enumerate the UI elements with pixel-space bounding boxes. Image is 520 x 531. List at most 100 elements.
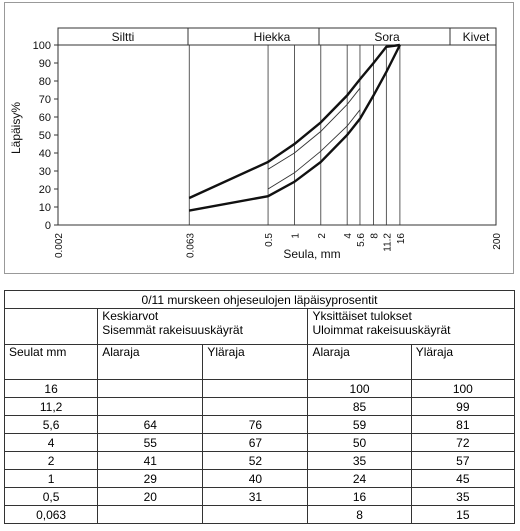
x-axis-label: Seula, mm <box>283 247 340 261</box>
cell <box>3 308 99 345</box>
cell: 35 <box>307 451 412 470</box>
cell: Yläraja <box>410 344 516 380</box>
row: 0,5 20 31 16 35 <box>3 487 516 506</box>
row: 2 41 52 35 57 <box>3 451 516 470</box>
chart-frame <box>4 2 514 274</box>
cell: 41 <box>97 451 204 470</box>
zone-label: Kivet <box>463 30 490 44</box>
cell: 8 <box>307 505 412 524</box>
cell: 85 <box>307 397 412 416</box>
y-tick-label: 90 <box>39 58 51 70</box>
cell: Alaraja <box>97 344 204 380</box>
cell <box>202 505 309 524</box>
y-tick-label: 50 <box>39 130 51 142</box>
x-tick-label: 16 <box>396 233 407 245</box>
cell <box>97 505 204 524</box>
curve <box>189 44 401 212</box>
cell: 11,2 <box>3 397 99 416</box>
cell <box>97 379 204 398</box>
x-tick-label: 2 <box>317 233 328 239</box>
curve <box>267 87 361 170</box>
cell: 24 <box>307 469 412 488</box>
y-tick-label: 70 <box>39 94 51 106</box>
header-row: Seulat mm Alaraja Yläraja Alaraja Yläraja <box>3 344 516 380</box>
table-body: Seulat mm Alaraja Yläraja Alaraja Yläraja 16 1… <box>3 344 516 524</box>
cell: 100 <box>410 379 516 398</box>
cell: 0,063 <box>3 505 99 524</box>
cell: 0,5 <box>3 487 99 506</box>
group-line: Uloimmat rakeisuuskäyrät <box>312 323 451 337</box>
cell <box>202 397 309 416</box>
cell: 59 <box>307 415 412 434</box>
group-line: Yksittäiset tulokset <box>312 309 412 323</box>
chart: Siltti Hiekka Sora Kivet Seula, mm Läpäi… <box>9 27 503 261</box>
cell: Seulat mm <box>3 344 99 380</box>
zone-label: Hiekka <box>254 30 291 44</box>
cell: 72 <box>410 433 516 452</box>
cell: 16 <box>3 379 99 398</box>
x-tick-label: 1 <box>290 233 301 239</box>
group-line: Sisemmät rakeisuuskäyrät <box>102 323 243 337</box>
row: 11,2 85 99 <box>3 397 516 416</box>
cell: 45 <box>410 469 516 488</box>
cell: 31 <box>202 487 309 506</box>
row: 16 100 100 <box>3 379 516 398</box>
zone-label: Sora <box>374 30 400 44</box>
cell: 1 <box>3 469 99 488</box>
x-tick-label: 5.6 <box>356 233 367 247</box>
y-tick-label: 20 <box>39 184 51 196</box>
x-tick-label: 200 <box>492 233 503 250</box>
cell: 15 <box>410 505 516 524</box>
cell: 64 <box>97 415 204 434</box>
table: 0/11 murskeen ohjeseulojen läpäisyprosen… <box>3 290 516 524</box>
y-tick-label: 60 <box>39 112 51 124</box>
row: 0,063 8 15 <box>3 505 516 524</box>
cell: 67 <box>202 433 309 452</box>
y-tick-label: 10 <box>39 202 51 214</box>
cell: 57 <box>410 451 516 470</box>
x-tick-label: 0.5 <box>264 233 275 247</box>
cell: 20 <box>97 487 204 506</box>
row: 4 55 67 50 72 <box>3 433 516 452</box>
cell: 35 <box>410 487 516 506</box>
cell: 100 <box>307 379 412 398</box>
cell: 76 <box>202 415 309 434</box>
y-axis-label: Läpäisy% <box>9 102 23 154</box>
cell: 81 <box>410 415 516 434</box>
cell: 29 <box>97 469 204 488</box>
y-tick-label: 30 <box>39 166 51 178</box>
group-line: Keskiarvot <box>102 309 159 323</box>
cell: Yläraja <box>202 344 309 380</box>
cell: 16 <box>307 487 412 506</box>
cell: 4 <box>3 433 99 452</box>
zone-label: Siltti <box>112 30 135 44</box>
cell: 2 <box>3 451 99 470</box>
plot-frame <box>57 27 497 226</box>
x-tick-label: 8 <box>370 233 381 239</box>
y-tick-label: 100 <box>33 40 51 52</box>
x-tick-label: 0.002 <box>54 233 65 258</box>
cell: Alaraja <box>307 344 412 380</box>
cell: 40 <box>202 469 309 488</box>
curve <box>188 43 401 200</box>
row: 1 29 40 24 45 <box>3 469 516 488</box>
cell: 99 <box>410 397 516 416</box>
group-header: Keskiarvot Sisemmät rakeisuuskäyrät <box>97 308 309 345</box>
cell <box>97 397 204 416</box>
y-tick-label: 0 <box>45 220 51 232</box>
cell: 5,6 <box>3 415 99 434</box>
curve <box>267 109 361 190</box>
cell: 52 <box>202 451 309 470</box>
cell <box>202 379 309 398</box>
x-tick-label: 0.063 <box>185 233 196 258</box>
y-tick-label: 40 <box>39 148 51 160</box>
group-header: Yksittäiset tulokset Uloimmat rakeisuuskä… <box>307 308 515 345</box>
cell: 50 <box>307 433 412 452</box>
row: 5,6 64 76 59 81 <box>3 415 516 434</box>
y-tick-label: 80 <box>39 76 51 88</box>
x-tick-label: 4 <box>343 233 354 239</box>
x-tick-label: 11.2 <box>382 233 393 252</box>
cell: 55 <box>97 433 204 452</box>
table-title: 0/11 murskeen ohjeseulojen läpäisyprosen… <box>4 290 515 309</box>
